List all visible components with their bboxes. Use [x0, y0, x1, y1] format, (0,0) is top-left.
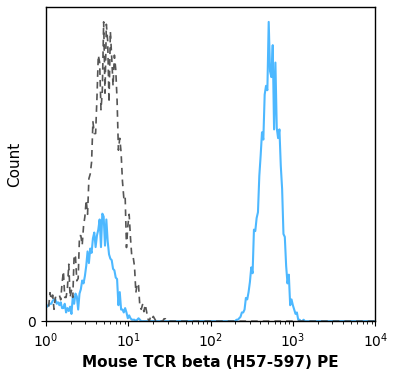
X-axis label: Mouse TCR beta (H57-597) PE: Mouse TCR beta (H57-597) PE — [83, 355, 339, 370]
Y-axis label: Count: Count — [7, 141, 22, 187]
